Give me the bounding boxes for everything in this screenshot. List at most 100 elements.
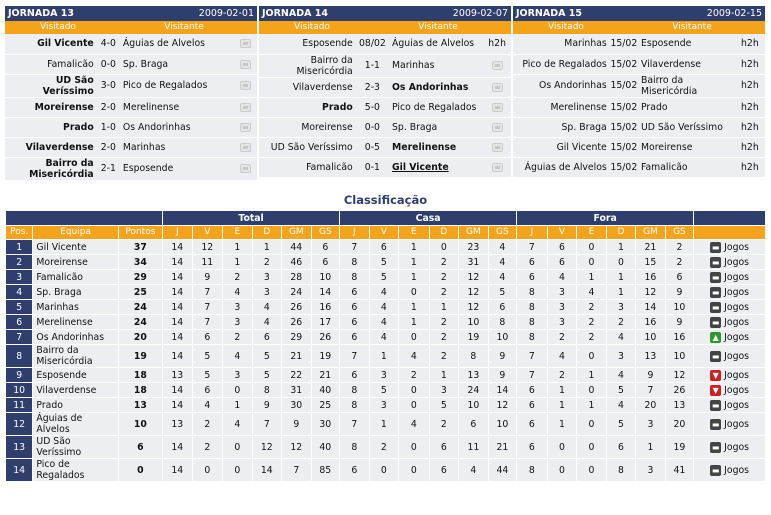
round-columns: Visitado Visitante: [259, 21, 511, 34]
tv-icon[interactable]: [240, 39, 252, 49]
h2h-link[interactable]: h2h: [741, 58, 759, 70]
tv-icon[interactable]: [240, 122, 252, 132]
jogos-link[interactable]: Jogos: [724, 331, 750, 343]
round-date: 2009-02-15: [706, 8, 762, 19]
trend-cell[interactable]: ▬ Jogos: [693, 284, 766, 300]
tv-icon[interactable]: [491, 61, 503, 70]
total-stat: 14: [162, 269, 193, 285]
match-row[interactable]: Famalicão 0-0 Sp. Braga: [5, 54, 257, 75]
jogos-link[interactable]: Jogos: [724, 286, 750, 298]
trend-cell[interactable]: ▼ Jogos: [693, 367, 766, 383]
match-row[interactable]: UD São Veríssimo 0-5 Merelinense: [259, 137, 511, 158]
jogos-link[interactable]: Jogos: [724, 384, 750, 396]
match-row[interactable]: Vilaverdense 2-0 Marinhas: [5, 137, 257, 158]
trend-cell[interactable]: ▼ Jogos: [693, 382, 766, 398]
tv-cell[interactable]: [234, 54, 257, 75]
fora-stat: 6: [605, 435, 637, 459]
match-row[interactable]: Prado 5-0 Pico de Regalados: [259, 97, 511, 118]
tv-cell[interactable]: [483, 117, 511, 138]
h2h-link[interactable]: h2h: [741, 38, 759, 50]
jogos-link[interactable]: Jogos: [724, 399, 750, 411]
match-row[interactable]: Vilaverdense 2-3 Os Andorinhas: [259, 77, 511, 98]
match-row[interactable]: Águias de Alvelos 15/02 Famalicão h2h: [513, 157, 765, 178]
jogos-link[interactable]: Jogos: [724, 350, 750, 362]
h2h-link[interactable]: h2h: [741, 101, 759, 113]
tv-icon[interactable]: [491, 122, 503, 132]
trend-cell[interactable]: ▬ Jogos: [693, 344, 766, 368]
home-team: Prado: [259, 97, 355, 118]
fora-stat: 4: [605, 367, 637, 383]
match-row[interactable]: Moreirense 0-0 Sp. Braga: [259, 117, 511, 138]
jogos-link[interactable]: Jogos: [724, 256, 750, 268]
match-row[interactable]: Gil Vicente 4-0 Águias de Alvelos: [5, 34, 257, 55]
match-row[interactable]: Marinhas 15/02 Esposende h2h: [513, 34, 765, 55]
away-team: Bairro da Misericórdia: [638, 74, 735, 98]
h2h-link[interactable]: h2h: [488, 38, 506, 50]
casa-stat: 8: [339, 397, 370, 413]
tv-icon[interactable]: [240, 102, 252, 112]
match-row[interactable]: Sp. Braga 15/02 UD São Veríssimo h2h: [513, 117, 765, 138]
tv-icon[interactable]: [240, 164, 252, 173]
match-row[interactable]: Gil Vicente 15/02 Moreirense h2h: [513, 137, 765, 158]
casa-stat: 12: [458, 299, 489, 315]
trend-cell[interactable]: ▬ Jogos: [693, 254, 766, 270]
tv-cell[interactable]: [483, 77, 511, 98]
tv-cell[interactable]: [234, 97, 257, 118]
match-row[interactable]: Bairro da Misericórdia 2-1 Esposende: [5, 157, 257, 181]
trend-cell[interactable]: ▬ Jogos: [693, 435, 766, 459]
tv-icon[interactable]: [491, 102, 503, 112]
trend-cell[interactable]: ▬ Jogos: [693, 269, 766, 285]
fora-stat: 0: [576, 239, 607, 255]
match-row[interactable]: Os Andorinhas 15/02 Bairro da Misericórdia…: [513, 74, 765, 98]
tv-cell[interactable]: [483, 54, 511, 78]
tv-cell[interactable]: [234, 74, 257, 98]
jogos-link[interactable]: Jogos: [724, 316, 750, 328]
away-team[interactable]: Gil Vicente: [390, 157, 484, 178]
column-header: Pontos: [117, 225, 164, 240]
match-row[interactable]: Pico de Regalados 15/02 Vilaverdense h2h: [513, 54, 765, 75]
away-team: Esposende: [120, 157, 235, 181]
h2h-link[interactable]: h2h: [741, 161, 759, 173]
tv-cell[interactable]: [483, 157, 511, 178]
tv-icon[interactable]: [240, 81, 252, 90]
match-row[interactable]: UD São Veríssimo 3-0 Pico de Regalados: [5, 74, 257, 98]
jogos-link[interactable]: Jogos: [724, 418, 750, 430]
tv-icon[interactable]: [240, 59, 252, 69]
trend-cell[interactable]: ▬ Jogos: [693, 412, 766, 436]
match-row[interactable]: Moreirense 2-0 Merelinense: [5, 97, 257, 118]
match-row[interactable]: Esposende 08/02 Águias de Alvelos h2h: [259, 34, 511, 55]
tv-icon[interactable]: [491, 162, 503, 172]
h2h-link[interactable]: h2h: [741, 80, 759, 91]
trend-cell[interactable]: ▲ Jogos: [693, 329, 766, 345]
h2h-link[interactable]: h2h: [741, 141, 759, 153]
tv-icon[interactable]: [491, 82, 503, 92]
jogos-link[interactable]: Jogos: [724, 464, 750, 476]
tv-cell[interactable]: [234, 157, 257, 181]
match-row[interactable]: Bairro da Misericórdia 1-1 Marinhas: [259, 54, 511, 78]
jogos-link[interactable]: Jogos: [724, 369, 750, 381]
match-row[interactable]: Merelinense 15/02 Prado h2h: [513, 97, 765, 118]
casa-stat: 6: [428, 458, 460, 482]
tv-cell[interactable]: [483, 97, 511, 118]
jogos-link[interactable]: Jogos: [724, 241, 750, 253]
trend-cell[interactable]: ▬ Jogos: [693, 397, 766, 413]
match-score: 2-0: [95, 137, 121, 158]
h2h-link[interactable]: h2h: [741, 121, 759, 133]
tv-icon[interactable]: [240, 142, 252, 152]
match-row[interactable]: Prado 1-0 Os Andorinhas: [5, 117, 257, 138]
tv-cell[interactable]: [234, 137, 257, 158]
match-row[interactable]: Famalicão 0-1 Gil Vicente: [259, 157, 511, 178]
trend-cell[interactable]: ▬ Jogos: [693, 239, 766, 255]
jogos-link[interactable]: Jogos: [724, 301, 750, 313]
tv-cell[interactable]: [234, 34, 257, 55]
trend-cell[interactable]: ▬ Jogos: [693, 458, 766, 482]
tv-cell[interactable]: [234, 117, 257, 138]
trend-cell[interactable]: ▬ Jogos: [693, 299, 766, 315]
jogos-link[interactable]: Jogos: [724, 441, 750, 453]
tv-cell[interactable]: [483, 137, 511, 158]
total-stat: 2: [222, 329, 253, 345]
casa-stat: 2: [428, 329, 460, 345]
tv-icon[interactable]: [491, 142, 503, 152]
jogos-link[interactable]: Jogos: [724, 271, 750, 283]
trend-cell[interactable]: ▬ Jogos: [693, 314, 766, 330]
